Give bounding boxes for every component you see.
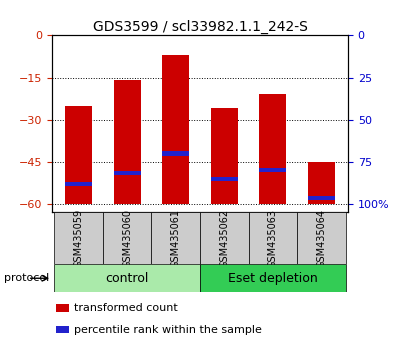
Text: GSM435061: GSM435061 — [171, 209, 181, 268]
FancyBboxPatch shape — [248, 212, 297, 264]
FancyBboxPatch shape — [103, 212, 152, 264]
Bar — [211, 177, 238, 181]
Text: GSM435064: GSM435064 — [316, 209, 326, 268]
Text: control: control — [106, 272, 149, 285]
Text: GSM435063: GSM435063 — [268, 209, 278, 268]
Bar — [114, 80, 140, 204]
Text: transformed count: transformed count — [74, 303, 178, 313]
FancyBboxPatch shape — [152, 212, 200, 264]
Bar — [65, 182, 92, 187]
Bar — [260, 168, 286, 172]
FancyBboxPatch shape — [200, 264, 346, 292]
Title: GDS3599 / scl33982.1.1_242-S: GDS3599 / scl33982.1.1_242-S — [92, 20, 308, 34]
Bar — [162, 55, 189, 204]
Text: GSM435059: GSM435059 — [74, 209, 84, 268]
Text: GSM435060: GSM435060 — [122, 209, 132, 268]
FancyBboxPatch shape — [200, 212, 248, 264]
Text: percentile rank within the sample: percentile rank within the sample — [74, 325, 262, 335]
Bar — [211, 108, 238, 204]
FancyBboxPatch shape — [297, 212, 346, 264]
Bar — [308, 162, 335, 204]
Bar — [114, 171, 140, 175]
FancyBboxPatch shape — [54, 212, 103, 264]
Text: protocol: protocol — [4, 273, 49, 283]
Bar — [162, 151, 189, 155]
Text: Eset depletion: Eset depletion — [228, 272, 318, 285]
FancyBboxPatch shape — [54, 264, 200, 292]
Bar — [260, 95, 286, 204]
Text: GSM435062: GSM435062 — [219, 209, 229, 268]
Bar — [308, 196, 335, 200]
Bar — [65, 105, 92, 204]
